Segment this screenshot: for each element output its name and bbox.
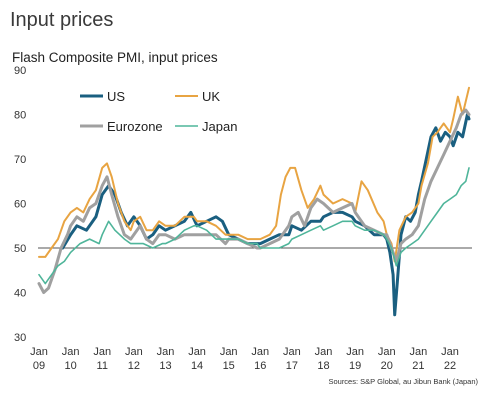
x-tick-label-year: 14 (191, 360, 203, 372)
y-tick-label: 40 (14, 288, 26, 300)
series-line-eurozone (37, 108, 471, 294)
x-tick-label-month: Jan (410, 346, 428, 358)
chart-title: Input prices (10, 9, 113, 31)
x-tick-label-year: 21 (412, 360, 424, 372)
y-tick-label: 80 (14, 110, 26, 122)
x-tick-label-month: Jan (157, 346, 175, 358)
x-tick-label-year: 18 (317, 360, 329, 372)
x-axis: Jan 09 Jan 10 Jan 11 Jan 12 Jan 13 Jan 14 Jan 15 Jan 16… (30, 346, 459, 372)
source-note: Sources: S&P Global, au Jibun Bank (Japa… (328, 377, 478, 386)
legend-label-uk: UK (202, 89, 220, 104)
x-tick-label-year: 19 (349, 360, 361, 372)
x-tick-label-year: 16 (254, 360, 266, 372)
x-tick-label-month: Jan (30, 346, 48, 358)
y-tick-label: 70 (14, 154, 26, 166)
legend-label-eurozone: Eurozone (107, 119, 163, 134)
series-line-uk (38, 86, 470, 263)
series-lines (37, 86, 471, 317)
x-tick-label-month: Jan (251, 346, 269, 358)
x-tick-label-month: Jan (93, 346, 111, 358)
x-tick-label-month: Jan (283, 346, 301, 358)
y-tick-label: 60 (14, 199, 26, 211)
x-tick-label-month: Jan (346, 346, 364, 358)
series-line-us (61, 113, 471, 317)
y-tick-label: 30 (14, 332, 26, 344)
legend-label-japan: Japan (202, 119, 237, 134)
x-tick-label-year: 20 (381, 360, 393, 372)
series-line-japan (38, 167, 470, 285)
x-tick-label-month: Jan (220, 346, 238, 358)
x-tick-label-year: 17 (286, 360, 298, 372)
chart-subtitle: Flash Composite PMI, input prices (12, 50, 218, 65)
x-tick-label-year: 15 (223, 360, 235, 372)
y-axis: 30 40 50 60 70 80 90 (14, 65, 26, 344)
x-tick-label-year: 12 (128, 360, 140, 372)
x-tick-label-month: Jan (315, 346, 333, 358)
y-tick-label: 90 (14, 65, 26, 77)
legend-label-us: US (107, 89, 125, 104)
x-tick-label-year: 22 (444, 360, 456, 372)
x-tick-label-month: Jan (188, 346, 206, 358)
x-tick-label-month: Jan (62, 346, 80, 358)
y-tick-label: 50 (14, 243, 26, 255)
x-tick-label-month: Jan (441, 346, 459, 358)
x-tick-label-year: 09 (33, 360, 45, 372)
x-tick-label-month: Jan (378, 346, 396, 358)
x-tick-label-year: 13 (159, 360, 171, 372)
x-tick-label-year: 10 (64, 360, 76, 372)
legend: US UK Eurozone Japan (80, 89, 237, 134)
x-tick-label-month: Jan (125, 346, 143, 358)
x-tick-label-year: 11 (97, 360, 108, 372)
